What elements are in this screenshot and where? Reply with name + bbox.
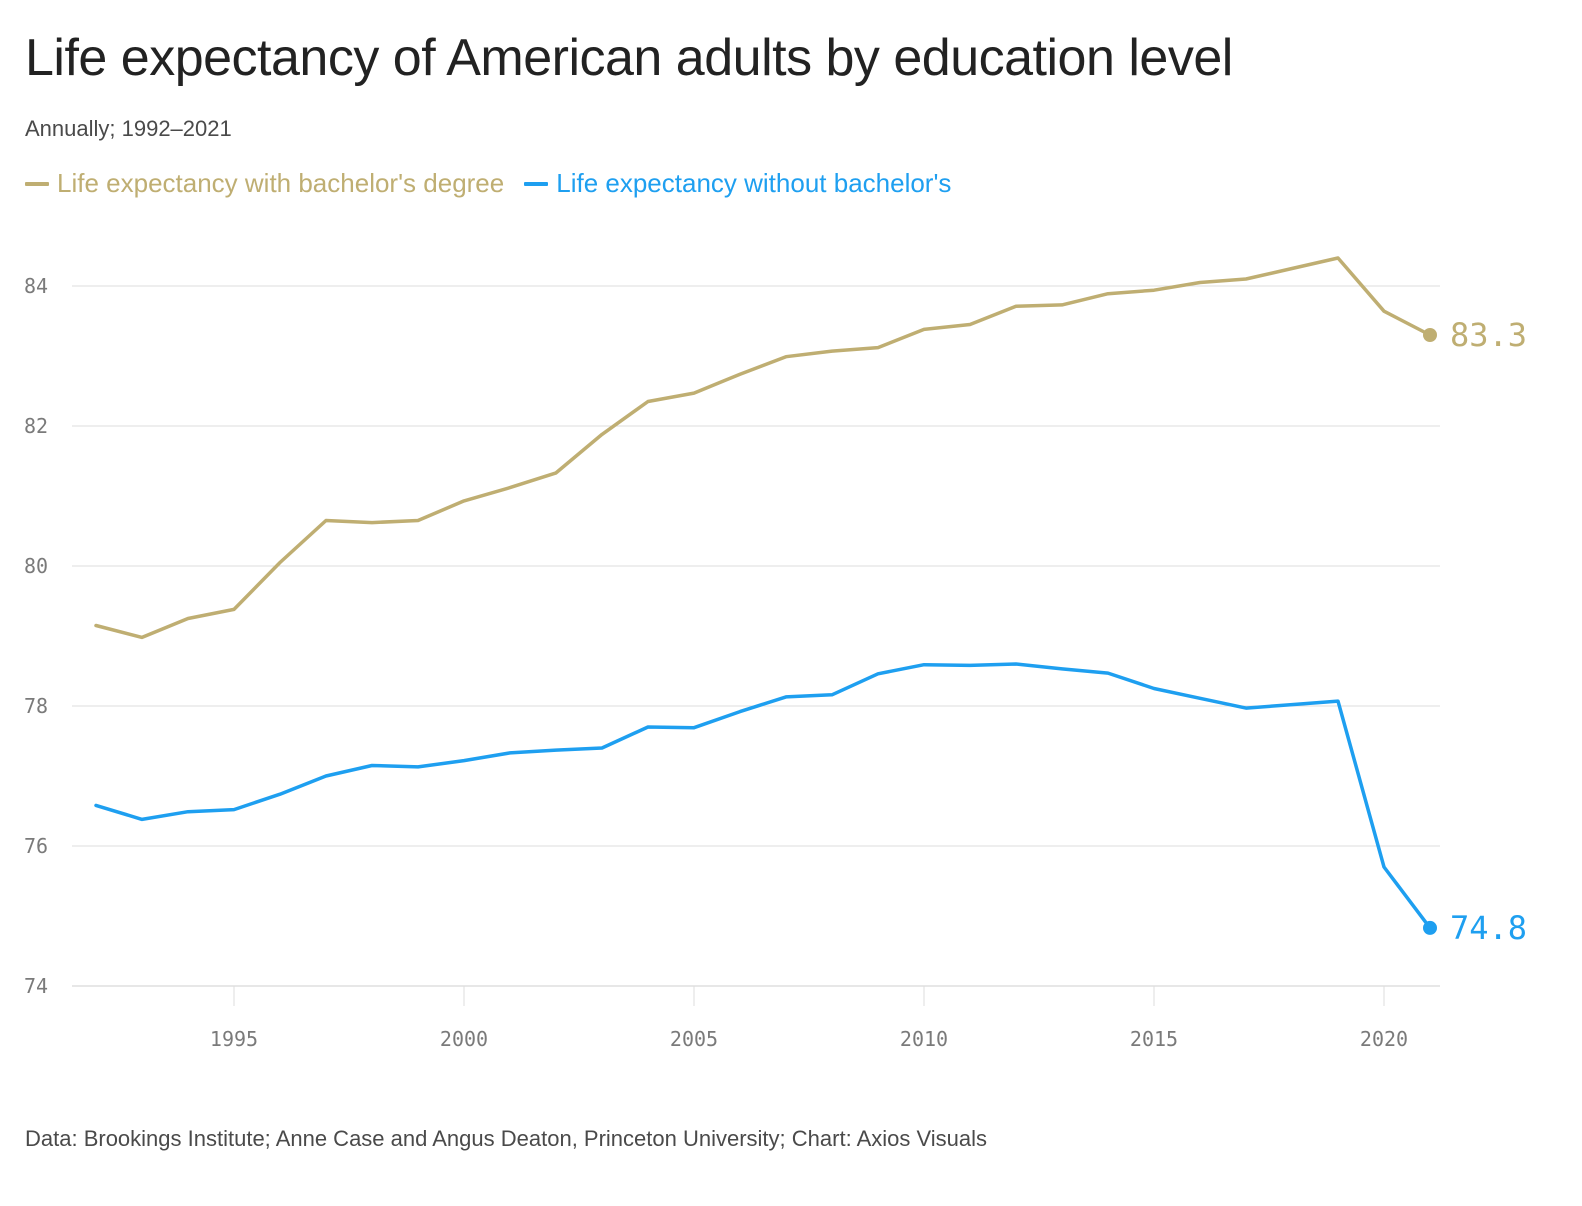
chart-title: Life expectancy of American adults by ed… <box>25 29 1233 87</box>
series-end-point-1 <box>1423 920 1437 935</box>
series-line-1 <box>94 662 1432 930</box>
legend: Life expectancy with bachelor's degree L… <box>25 168 971 199</box>
x-tick-label-2005: 2005 <box>670 1027 718 1051</box>
x-tick-label-2020: 2020 <box>1360 1027 1408 1051</box>
legend-item-bachelors: Life expectancy with bachelor's degree <box>25 168 504 199</box>
legend-label-bachelors: Life expectancy with bachelor's degree <box>57 168 505 198</box>
legend-label-no-bachelors: Life expectancy without bachelor's <box>556 168 952 198</box>
legend-item-no-bachelors: Life expectancy without bachelor's <box>524 168 951 199</box>
x-tick-label-2010: 2010 <box>900 1027 948 1051</box>
x-tick-label-2015: 2015 <box>1130 1027 1178 1051</box>
y-tick-label-84: 84 <box>24 274 48 298</box>
series-line-0 <box>94 256 1432 640</box>
y-tick-label-82: 82 <box>24 414 48 438</box>
y-tick-label-78: 78 <box>24 694 48 718</box>
series-end-point-0 <box>1423 328 1437 342</box>
series-end-label-0: 83.3 <box>1450 316 1527 354</box>
series-end-label-1: 74.8 <box>1450 909 1527 947</box>
y-tick-label-74: 74 <box>24 974 48 998</box>
source-note: Data: Brookings Institute; Anne Case and… <box>25 1126 988 1151</box>
x-tick-label-1995: 1995 <box>210 1027 258 1051</box>
x-tick-label-2000: 2000 <box>440 1027 488 1051</box>
y-tick-label-80: 80 <box>24 554 48 578</box>
legend-swatch-bachelors <box>25 181 49 186</box>
legend-swatch-no-bachelors <box>524 181 549 186</box>
chart-subtitle: Annually; 1992–2021 <box>25 116 232 141</box>
y-tick-label-76: 76 <box>24 834 48 858</box>
